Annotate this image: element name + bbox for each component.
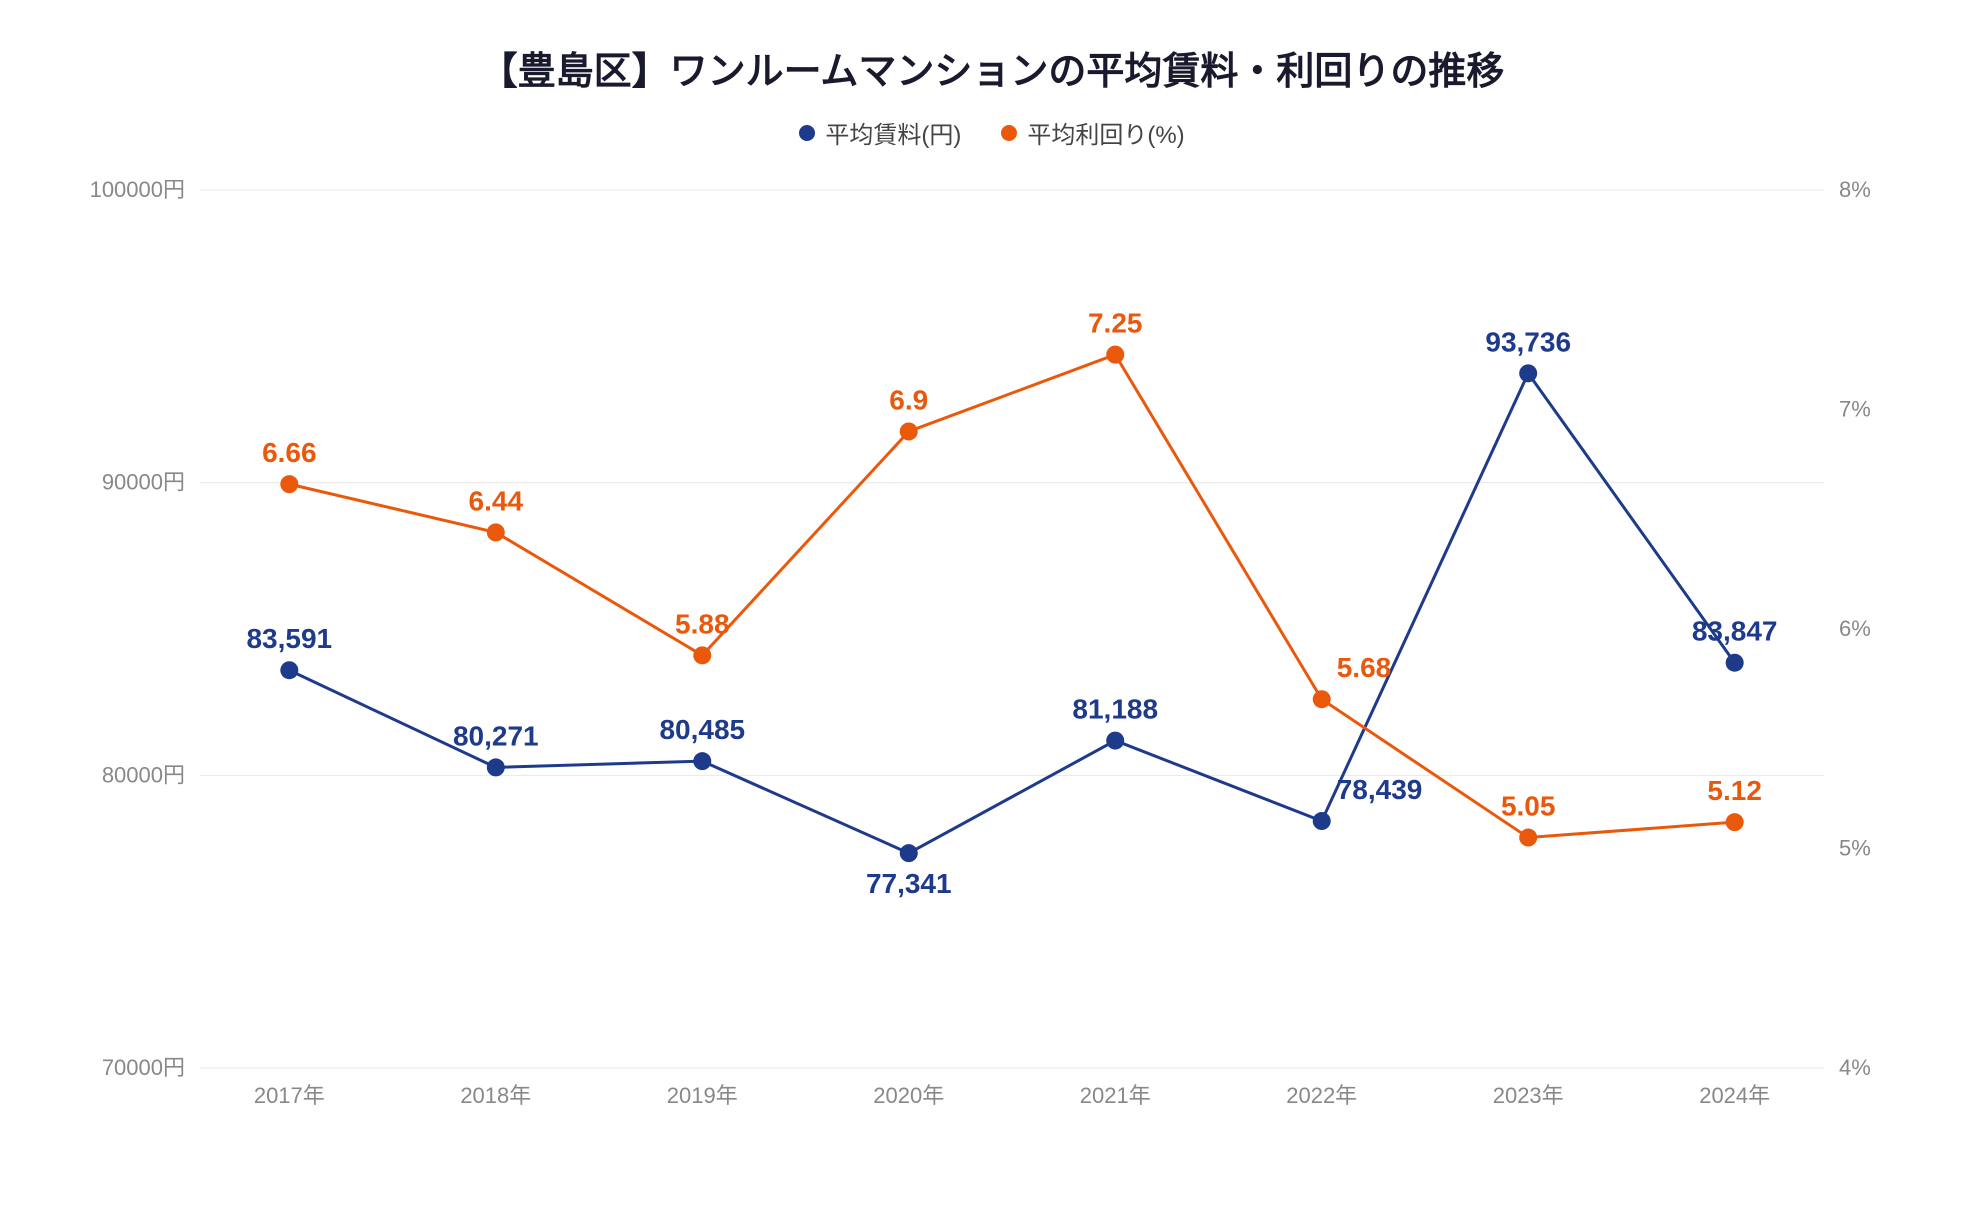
y-left-tick-label: 70000円 bbox=[102, 1055, 185, 1080]
point-rent bbox=[1726, 654, 1744, 672]
label-rent: 80,485 bbox=[659, 714, 745, 745]
label-yield: 5.88 bbox=[675, 608, 730, 639]
point-rent bbox=[487, 758, 505, 776]
chart-svg: 70000円 80000円 90000円 100000円 4% 5% 6% 7% 8% 2017年… bbox=[60, 180, 1924, 1128]
label-yield: 7.25 bbox=[1088, 308, 1143, 339]
y-right-tick-label: 4% bbox=[1839, 1055, 1871, 1080]
x-tick-label: 2017年 bbox=[254, 1083, 325, 1108]
label-rent: 78,439 bbox=[1337, 774, 1423, 805]
label-yield: 6.9 bbox=[889, 384, 928, 415]
legend-item-rent: 平均賃料(円) bbox=[799, 115, 961, 150]
label-yield: 6.66 bbox=[262, 437, 317, 468]
point-yield bbox=[280, 475, 298, 493]
y-left-tick-label: 90000円 bbox=[102, 470, 185, 495]
point-yield bbox=[1726, 813, 1744, 831]
legend-dot-yield bbox=[1001, 125, 1017, 141]
y-right-tick-label: 6% bbox=[1839, 616, 1871, 641]
x-tick-label: 2022年 bbox=[1286, 1083, 1357, 1108]
y-left-tick-label: 100000円 bbox=[90, 180, 185, 202]
point-rent bbox=[1519, 364, 1537, 382]
x-tick-label: 2021年 bbox=[1080, 1083, 1151, 1108]
label-rent: 83,591 bbox=[246, 623, 332, 654]
legend-item-yield: 平均利回り(%) bbox=[1001, 115, 1184, 150]
chart-title: 【豊島区】ワンルームマンションの平均賃料・利回りの推移 bbox=[60, 40, 1924, 95]
label-yield: 5.68 bbox=[1337, 652, 1392, 683]
plot-area: 70000円 80000円 90000円 100000円 4% 5% 6% 7% 8% 2017年… bbox=[60, 180, 1924, 1128]
line-rent bbox=[289, 373, 1734, 853]
point-yield bbox=[900, 422, 918, 440]
y-right-tick-label: 8% bbox=[1839, 180, 1871, 202]
legend-label-rent: 平均賃料(円) bbox=[825, 115, 961, 150]
x-tick-label: 2019年 bbox=[667, 1083, 738, 1108]
x-tick-label: 2018年 bbox=[460, 1083, 531, 1108]
x-tick-label: 2023年 bbox=[1493, 1083, 1564, 1108]
point-rent bbox=[1313, 812, 1331, 830]
line-yield bbox=[289, 355, 1734, 838]
legend: 平均賃料(円) 平均利回り(%) bbox=[60, 115, 1924, 150]
y-left-tick-label: 80000円 bbox=[102, 762, 185, 787]
label-rent: 81,188 bbox=[1072, 694, 1158, 725]
label-yield: 5.05 bbox=[1501, 791, 1556, 822]
label-rent: 77,341 bbox=[866, 868, 952, 899]
y-right-tick-label: 7% bbox=[1839, 397, 1871, 422]
point-yield bbox=[693, 646, 711, 664]
point-yield bbox=[1106, 346, 1124, 364]
legend-dot-rent bbox=[799, 125, 815, 141]
point-yield bbox=[1519, 829, 1537, 847]
chart-container: 【豊島区】ワンルームマンションの平均賃料・利回りの推移 平均賃料(円) 平均利回… bbox=[0, 0, 1984, 1228]
point-rent bbox=[693, 752, 711, 770]
label-yield: 6.44 bbox=[469, 485, 524, 516]
x-tick-label: 2024年 bbox=[1699, 1083, 1770, 1108]
y-right-tick-label: 5% bbox=[1839, 836, 1871, 861]
point-yield bbox=[1313, 690, 1331, 708]
label-rent: 93,736 bbox=[1485, 326, 1571, 357]
point-rent bbox=[900, 844, 918, 862]
label-rent: 80,271 bbox=[453, 720, 539, 751]
point-yield bbox=[487, 523, 505, 541]
point-rent bbox=[1106, 732, 1124, 750]
label-rent: 83,847 bbox=[1692, 616, 1778, 647]
point-rent bbox=[280, 661, 298, 679]
label-yield: 5.12 bbox=[1707, 775, 1762, 806]
legend-label-yield: 平均利回り(%) bbox=[1027, 115, 1184, 150]
x-tick-label: 2020年 bbox=[873, 1083, 944, 1108]
